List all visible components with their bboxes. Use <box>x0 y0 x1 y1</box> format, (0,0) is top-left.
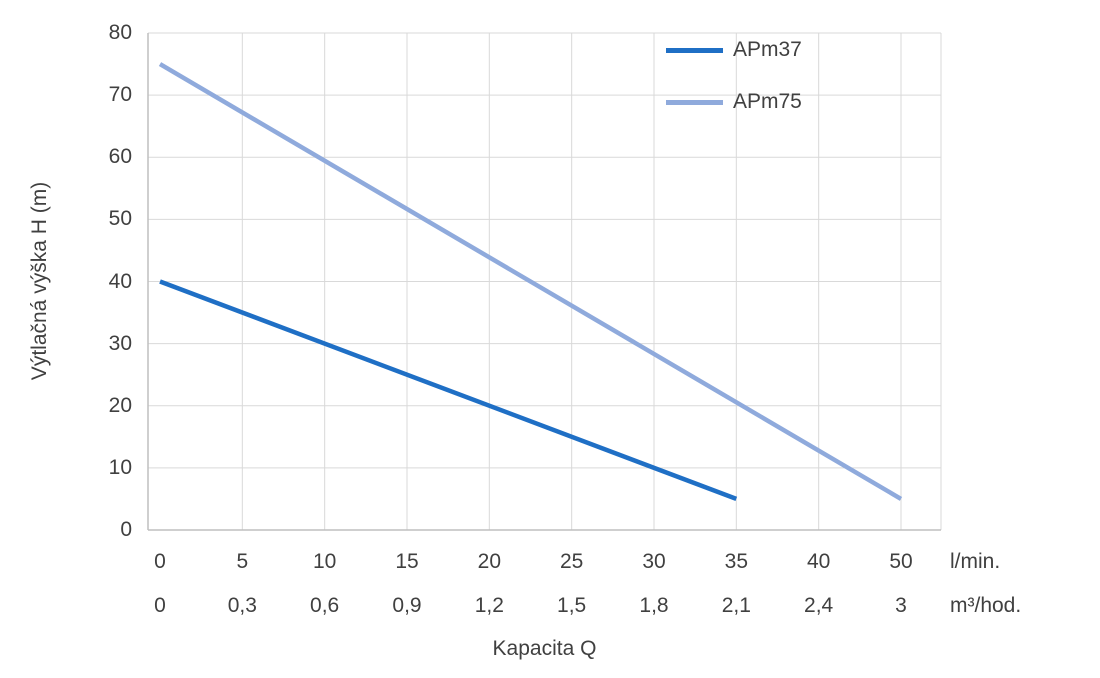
x-tick-label-lmin: 40 <box>806 550 831 573</box>
x-unit-lmin: l/min. <box>950 550 1001 573</box>
x-tick-label-m3hod: 1,8 <box>639 594 669 617</box>
x-tick-label-m3hod: 2,4 <box>804 594 834 617</box>
x-axis-title: Kapacita Q <box>492 637 597 660</box>
y-tick-label: 70 <box>108 83 132 107</box>
x-tick-label-m3hod: 1,2 <box>474 594 504 617</box>
y-tick-label: 0 <box>120 518 132 541</box>
y-tick-label: 20 <box>108 393 132 417</box>
x-tick-label-lmin: 50 <box>889 550 913 573</box>
y-tick-label: 30 <box>108 331 132 355</box>
y-tick-label: 40 <box>108 269 132 293</box>
x-tick-label-m3hod: 0 <box>154 594 166 617</box>
x-tick-label-m3hod: 2,1 <box>721 594 751 617</box>
apm37-legend-label: APm37 <box>733 38 802 61</box>
legend: APm37 APm75 <box>666 24 802 128</box>
y-tick-label: 60 <box>108 145 132 169</box>
y-axis-title: Výtlačná výška H (m) <box>28 181 51 381</box>
apm75-legend-label: APm75 <box>733 90 802 113</box>
x-tick-label-lmin: 30 <box>642 550 666 573</box>
legend-item-apm75: APm75 <box>666 76 802 128</box>
x-tick-label-lmin: 20 <box>477 550 501 573</box>
x-tick-label-m3hod: 1,5 <box>557 594 587 617</box>
x-tick-label-lmin: 15 <box>395 550 419 573</box>
x-tick-label-lmin: 0 <box>154 550 166 573</box>
x-tick-label-lmin: 25 <box>559 550 584 573</box>
x-tick-label-m3hod: 0,9 <box>392 594 422 617</box>
legend-item-apm37: APm37 <box>666 24 802 76</box>
series-line-apm75 <box>158 62 903 501</box>
x-tick-label-lmin: 35 <box>724 550 748 573</box>
apm37-legend-line <box>666 47 723 53</box>
y-tick-label: 80 <box>108 21 132 44</box>
apm75-legend-line <box>666 99 723 105</box>
y-tick-label: 10 <box>108 455 132 479</box>
x-unit-m3hod: m³/hod. <box>950 594 1022 617</box>
series-line-apm37 <box>159 279 738 502</box>
x-tick-label-m3hod: 0,6 <box>310 594 340 617</box>
x-tick-label-lmin: 10 <box>312 550 337 573</box>
x-tick-label-m3hod: 3 <box>895 594 907 617</box>
x-tick-label-m3hod: 0,3 <box>227 594 257 617</box>
x-tick-label-lmin: 5 <box>236 550 249 573</box>
y-tick-label: 50 <box>108 207 132 231</box>
